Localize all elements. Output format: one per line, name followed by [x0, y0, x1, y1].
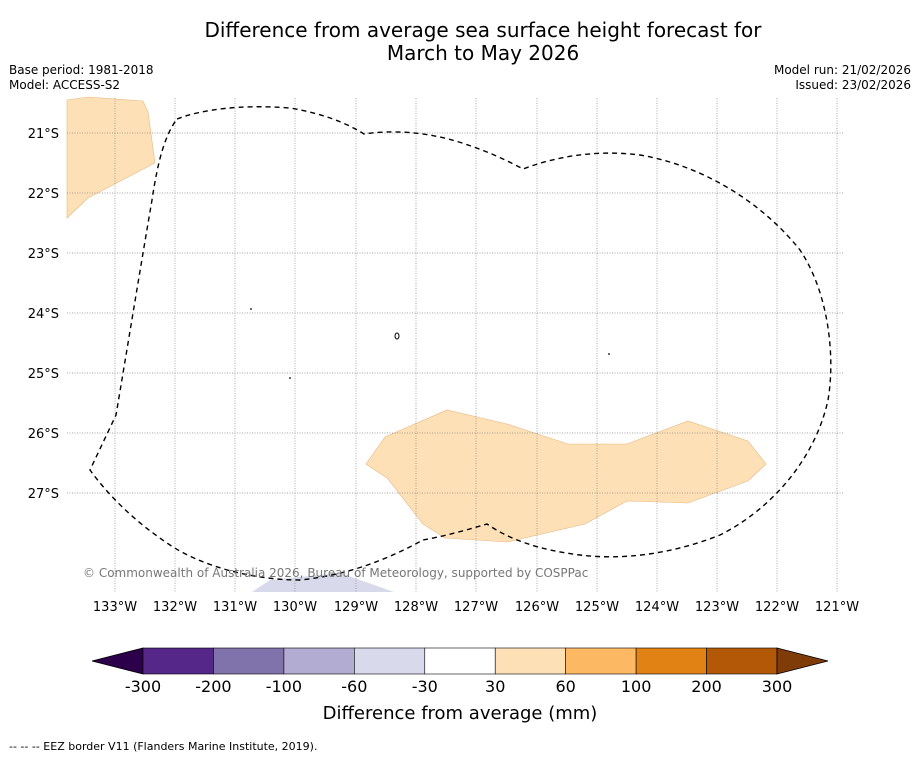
meta-right: Model run: 21/02/2026 Issued: 23/02/2026: [774, 63, 911, 93]
issued-date: Issued: 23/02/2026: [795, 78, 911, 92]
island-marker: [608, 353, 610, 355]
title-line-1: Difference from average sea surface heig…: [204, 18, 762, 42]
base-period: Base period: 1981-2018: [9, 63, 154, 77]
lat-label: 21°S: [28, 127, 59, 142]
lon-label: 124°W: [635, 600, 679, 615]
colorbar-title: Difference from average (mm): [323, 703, 598, 724]
colorbar: -300 -200 -100 -60 -30 30 60 100 200 300 Differen…: [91, 647, 829, 724]
anomaly-patch-northwest: [66, 96, 156, 219]
colorbar-bin: [635, 647, 707, 675]
colorbar-tick-label: 30: [485, 677, 505, 696]
colorbar-bin: [565, 647, 637, 675]
lat-label: 23°S: [28, 247, 59, 262]
colorbar-bin: [706, 647, 778, 675]
lat-labels: 21°S 22°S 23°S 24°S 25°S 26°S 27°S: [28, 127, 59, 502]
colorbar-bin: [142, 647, 214, 675]
title-line-2: March to May 2026: [386, 41, 580, 65]
lon-label: 130°W: [273, 600, 317, 615]
colorbar-tick-label: -60: [341, 677, 367, 696]
colorbar-bin: [213, 647, 285, 675]
copyright-text: © Commonwealth of Australia 2026, Bureau…: [83, 566, 588, 580]
meta-left: Base period: 1981-2018 Model: ACCESS-S2: [9, 63, 154, 93]
island-marker: [250, 308, 252, 310]
lon-label: 131°W: [213, 600, 257, 615]
colorbar-tick-label: 300: [762, 677, 793, 696]
colorbar-tick-label: -30: [412, 677, 438, 696]
colorbar-tick-label: -200: [195, 677, 231, 696]
map-area: © Commonwealth of Australia 2026, Bureau…: [66, 96, 843, 592]
lon-label: 127°W: [454, 600, 498, 615]
colorbar-bin: [354, 647, 426, 675]
colorbar-tick-label: 200: [691, 677, 722, 696]
lat-label: 27°S: [28, 487, 59, 502]
lat-label: 24°S: [28, 307, 59, 322]
island-marker: [394, 332, 400, 340]
eez-border: [89, 106, 832, 581]
anomaly-patch-south: [365, 409, 767, 543]
lon-label: 129°W: [334, 600, 378, 615]
lon-labels: 133°W 132°W 131°W 130°W 129°W 128°W 127°…: [93, 600, 859, 615]
colorbar-tick-label: -100: [266, 677, 302, 696]
colorbar-tick-label: 100: [621, 677, 652, 696]
colorbar-extend-low: [91, 647, 144, 675]
colorbar-bin: [494, 647, 566, 675]
colorbar-tick-label: -300: [125, 677, 161, 696]
lon-label: 125°W: [575, 600, 619, 615]
lon-label: 126°W: [515, 600, 559, 615]
lon-label: 132°W: [153, 600, 197, 615]
colorbar-bin: [283, 647, 355, 675]
model-name: Model: ACCESS-S2: [9, 78, 121, 92]
lon-label: 122°W: [755, 600, 799, 615]
colorbar-tick-label: 60: [555, 677, 575, 696]
anomaly-patch-negative: [252, 573, 394, 592]
chart-title: Difference from average sea surface heig…: [0, 19, 919, 65]
footer-note: -- -- -- EEZ border V11 (Flanders Marine…: [9, 740, 318, 753]
lon-label: 133°W: [93, 600, 137, 615]
lon-label: 128°W: [394, 600, 438, 615]
model-run: Model run: 21/02/2026: [773, 63, 911, 77]
gridlines: [67, 98, 843, 592]
lat-label: 25°S: [28, 367, 59, 382]
colorbar-extend-high: [776, 647, 829, 675]
colorbar-bin: [424, 647, 496, 675]
lat-label: 26°S: [28, 427, 59, 442]
island-marker: [289, 377, 291, 379]
lon-label: 123°W: [695, 600, 739, 615]
lon-label: 121°W: [815, 600, 859, 615]
lat-label: 22°S: [28, 187, 59, 202]
